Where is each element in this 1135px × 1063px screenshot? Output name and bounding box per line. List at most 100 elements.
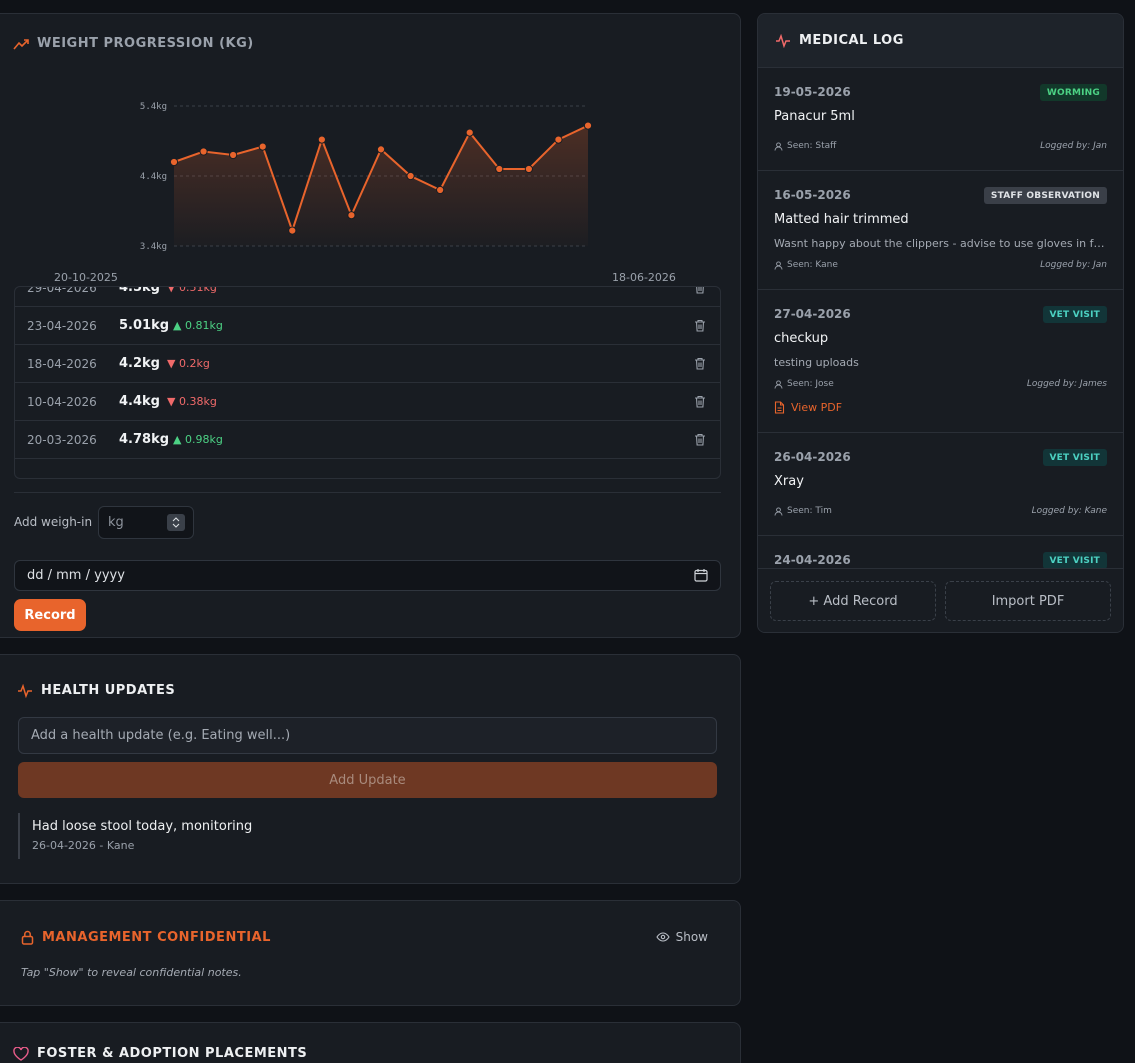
medical-entry-title: Matted hair trimmed [774, 212, 909, 227]
kg-input[interactable] [98, 506, 194, 539]
trending-up-icon [13, 38, 29, 50]
medical-entry-date: 24-04-2026 [774, 553, 851, 567]
weigh-in-list[interactable]: 29-04-2026 4.5kg ▼ 0.51kg 23-04-2026 5.0… [14, 286, 721, 479]
seen-text: Seen: Tim [787, 506, 832, 516]
medical-log-header: MEDICAL LOG [758, 14, 1123, 68]
weight-area [174, 125, 588, 246]
weight-point[interactable] [465, 128, 474, 137]
weigh-delta: ▲ 0.98kg [173, 433, 223, 446]
user-icon [774, 260, 783, 270]
medical-log-list[interactable]: 19-05-2026 WORMING Panacur 5ml Seen: Sta… [758, 68, 1123, 568]
weigh-value: 4.78kg [119, 432, 170, 447]
foster-title: FOSTER & ADOPTION PLACEMENTS [13, 1046, 307, 1061]
x-start-label: 20-10-2025 [54, 271, 118, 284]
weigh-delta-value: 0.2kg [178, 357, 210, 370]
medical-entry[interactable]: 24-04-2026 VET VISIT [758, 536, 1123, 568]
activity-icon [17, 683, 33, 698]
weigh-row: 23-04-2026 5.01kg ▲ 0.81kg [15, 307, 720, 345]
trash-icon[interactable] [694, 319, 706, 332]
medical-entry[interactable]: 16-05-2026 STAFF OBSERVATION Matted hair… [758, 171, 1123, 290]
weight-title: WEIGHT PROGRESSION (KG) [13, 36, 254, 51]
medical-entry-note: testing uploads [774, 356, 859, 369]
eye-icon [655, 932, 670, 942]
medical-entry[interactable]: 26-04-2026 VET VISIT Xray Seen: Tim Logg… [758, 433, 1123, 536]
weigh-date: 29-04-2026 [27, 286, 97, 295]
foster-card: FOSTER & ADOPTION PLACEMENTS [0, 1022, 741, 1063]
weigh-delta-value: 0.98kg [184, 433, 223, 446]
weight-point[interactable] [406, 171, 415, 181]
weight-point[interactable] [554, 135, 563, 144]
weight-point[interactable] [229, 150, 238, 160]
weight-point[interactable] [347, 211, 356, 220]
add-weigh-in-label: Add weigh-in [14, 515, 93, 529]
weigh-value: 4.5kg [119, 286, 160, 295]
weight-point[interactable] [583, 121, 593, 130]
file-icon [774, 401, 785, 414]
medical-log-title: MEDICAL LOG [775, 33, 904, 48]
management-title: MANAGEMENT CONFIDENTIAL [21, 930, 271, 945]
import-pdf-button[interactable]: Import PDF [945, 581, 1111, 621]
weigh-value: 5.01kg [119, 318, 170, 333]
calendar-icon[interactable] [694, 568, 708, 582]
weight-point[interactable] [495, 164, 504, 174]
add-record-button[interactable]: + Add Record [770, 581, 936, 621]
medical-log-title-text: MEDICAL LOG [799, 33, 904, 48]
category-badge: VET VISIT [1042, 306, 1107, 323]
trash-icon[interactable] [694, 357, 706, 370]
date-placeholder: dd / mm / yyyy [27, 568, 125, 583]
medical-entry-title: Panacur 5ml [774, 109, 855, 124]
weigh-delta-value: 0.81kg [184, 319, 223, 332]
health-update-text: Had loose stool today, monitoring [32, 819, 253, 834]
weight-point[interactable] [169, 157, 179, 167]
weight-point[interactable] [436, 185, 445, 195]
medical-entry-logged: Logged by: Jan [1040, 260, 1107, 270]
category-badge: WORMING [1039, 84, 1107, 101]
foster-title-text: FOSTER & ADOPTION PLACEMENTS [37, 1046, 308, 1061]
lock-icon [21, 930, 34, 945]
medical-entry[interactable]: 19-05-2026 WORMING Panacur 5ml Seen: Sta… [758, 68, 1123, 171]
weigh-delta-value: 0.38kg [178, 395, 217, 408]
y-tick-label: 4.4kg [140, 172, 167, 182]
medical-entry-date: 27-04-2026 [774, 307, 851, 321]
category-badge: VET VISIT [1042, 552, 1107, 568]
weight-point[interactable] [258, 142, 267, 151]
medical-entry-seen: Seen: Tim [774, 506, 832, 516]
weight-point[interactable] [524, 164, 533, 174]
show-toggle[interactable]: Show [655, 930, 708, 944]
trash-icon[interactable] [694, 287, 706, 294]
management-title-text: MANAGEMENT CONFIDENTIAL [42, 930, 271, 945]
medical-entry-logged: Logged by: James [1026, 379, 1107, 389]
weigh-date: 18-04-2026 [27, 356, 97, 371]
medical-entry-note: Wasnt happy about the clippers - advise … [774, 237, 1108, 250]
weight-point[interactable] [288, 226, 297, 235]
medical-entry-title: Xray [774, 474, 804, 489]
medical-entry-logged: Logged by: Jan [1040, 141, 1107, 151]
medical-entry-date: 26-04-2026 [774, 450, 851, 464]
record-button[interactable]: Record [14, 599, 86, 631]
weight-point[interactable] [199, 147, 208, 156]
weigh-row: 10-04-2026 4.4kg ▼ 0.38kg [15, 383, 720, 421]
medical-entry-seen: Seen: Kane [774, 260, 838, 270]
weigh-value: 4.4kg [119, 394, 160, 409]
trash-icon[interactable] [694, 395, 706, 408]
user-icon [774, 141, 783, 151]
date-input[interactable]: dd / mm / yyyy [14, 560, 721, 591]
weigh-value: 4.2kg [119, 356, 160, 371]
trash-icon[interactable] [694, 433, 706, 446]
health-update-input[interactable] [18, 717, 717, 754]
add-update-button[interactable]: Add Update [18, 762, 717, 798]
weight-card: WEIGHT PROGRESSION (KG) 5.4kg 4.4kg 3.4kg … [0, 13, 741, 638]
weight-point[interactable] [317, 135, 326, 144]
weigh-delta: ▼ 0.38kg [167, 395, 217, 408]
view-pdf-link[interactable]: View PDF [774, 401, 842, 414]
show-label: Show [675, 930, 708, 944]
medical-entry-date: 16-05-2026 [774, 188, 851, 202]
activity-icon [775, 33, 791, 48]
heart-icon [13, 1046, 29, 1061]
medical-entry[interactable]: 27-04-2026 VET VISIT checkup testing upl… [758, 290, 1123, 433]
y-tick-label: 5.4kg [140, 102, 167, 112]
weight-point[interactable] [376, 145, 386, 154]
weigh-delta-value: 0.51kg [178, 286, 217, 294]
weigh-delta: ▼ 0.51kg [167, 286, 217, 294]
kg-stepper[interactable] [167, 514, 185, 531]
